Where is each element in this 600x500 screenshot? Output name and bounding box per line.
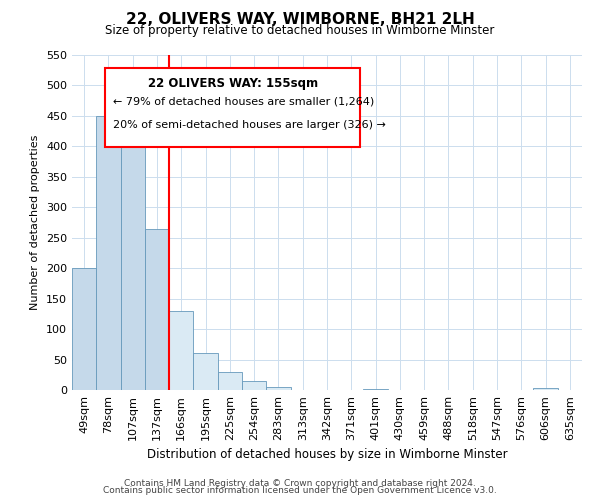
- FancyBboxPatch shape: [105, 68, 360, 147]
- Y-axis label: Number of detached properties: Number of detached properties: [31, 135, 40, 310]
- Bar: [145, 228, 169, 390]
- Bar: [364, 389, 388, 390]
- X-axis label: Distribution of detached houses by size in Wimborne Minster: Distribution of detached houses by size …: [146, 448, 508, 462]
- Bar: [193, 354, 218, 390]
- Bar: [96, 116, 121, 390]
- Bar: [218, 372, 242, 390]
- Text: Contains HM Land Registry data © Crown copyright and database right 2024.: Contains HM Land Registry data © Crown c…: [124, 478, 476, 488]
- Bar: [121, 125, 145, 390]
- Text: 22, OLIVERS WAY, WIMBORNE, BH21 2LH: 22, OLIVERS WAY, WIMBORNE, BH21 2LH: [125, 12, 475, 28]
- Text: ← 79% of detached houses are smaller (1,264): ← 79% of detached houses are smaller (1,…: [113, 97, 374, 107]
- Bar: [266, 387, 290, 390]
- Text: Contains public sector information licensed under the Open Government Licence v3: Contains public sector information licen…: [103, 486, 497, 495]
- Bar: [242, 381, 266, 390]
- Bar: [169, 311, 193, 390]
- Bar: [72, 268, 96, 390]
- Text: Size of property relative to detached houses in Wimborne Minster: Size of property relative to detached ho…: [106, 24, 494, 37]
- Bar: [533, 388, 558, 390]
- Text: 20% of semi-detached houses are larger (326) →: 20% of semi-detached houses are larger (…: [113, 120, 386, 130]
- Text: 22 OLIVERS WAY: 155sqm: 22 OLIVERS WAY: 155sqm: [148, 77, 318, 90]
